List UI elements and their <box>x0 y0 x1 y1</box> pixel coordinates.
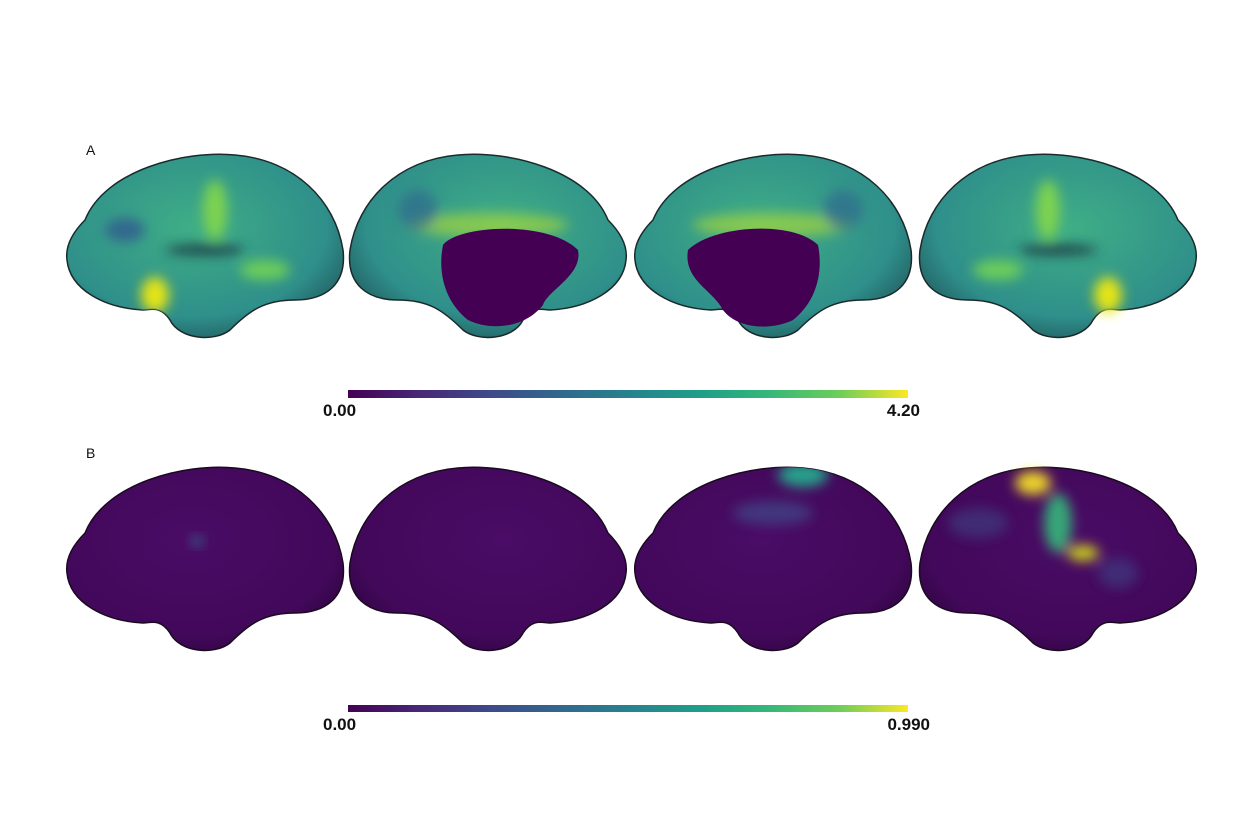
panel-label: A <box>86 142 96 158</box>
colorbar <box>348 390 908 398</box>
brain-lateral-right <box>918 153 1198 339</box>
colorbar-min: 0.00 <box>323 715 356 734</box>
panel-label: B <box>86 445 95 461</box>
brain-medial-right <box>633 153 913 339</box>
colorbar-min: 0.00 <box>323 401 356 420</box>
brain-medial-right <box>633 466 913 652</box>
colorbar-max: 4.20 <box>887 401 920 420</box>
colorbar-max: 0.990 <box>887 715 930 734</box>
colorbar <box>348 705 908 712</box>
brain-medial-left <box>348 466 628 652</box>
brain-lateral-left <box>65 466 345 652</box>
brain-medial-left <box>348 153 628 339</box>
brain-lateral-left <box>65 153 345 339</box>
brain-lateral-right <box>918 466 1198 652</box>
